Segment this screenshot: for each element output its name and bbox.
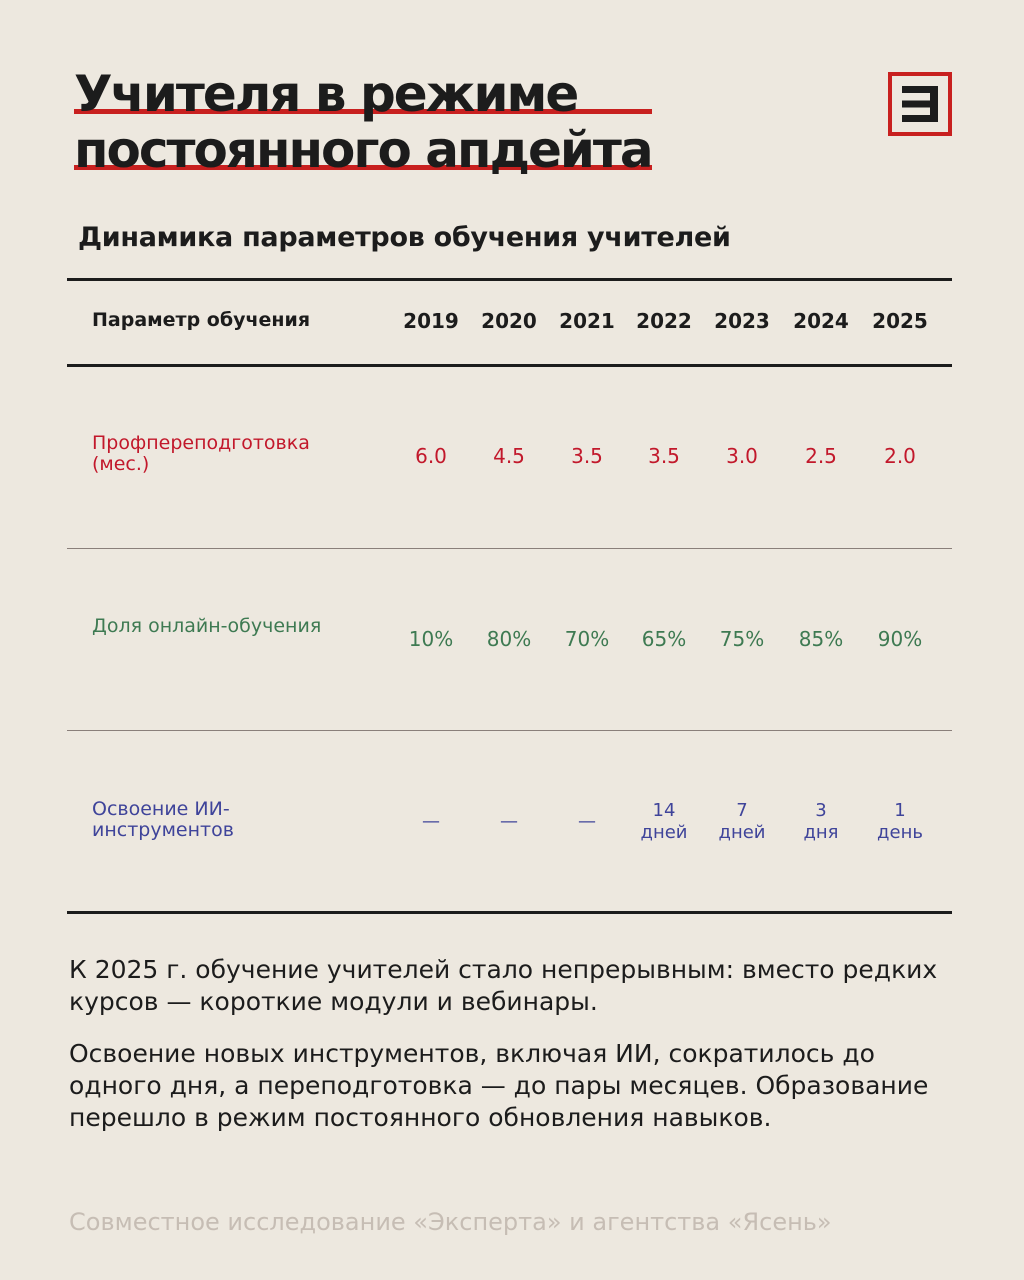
- page-title: Учителя в режиме постоянного апдейта: [74, 66, 654, 179]
- table-cell: 14 дней: [626, 800, 702, 844]
- table-cell: 7 дней: [704, 800, 780, 844]
- cell-unit: дней: [718, 822, 766, 843]
- year-column-header: 2023: [714, 309, 770, 333]
- param-column-header: Параметр обучения: [92, 309, 311, 331]
- row-label: Профпереподготовка (мес.): [92, 432, 310, 475]
- table-cell: 2.5: [805, 444, 837, 468]
- summary-paragraph: К 2025 г. обучение учителей стало непрер…: [69, 955, 938, 1016]
- table-cell: 85%: [798, 627, 844, 651]
- table-cell: 3 дня: [783, 800, 859, 844]
- table-cell: 1 день: [862, 800, 938, 844]
- cell-unit: дня: [803, 822, 839, 843]
- table-cell: 80%: [486, 627, 532, 651]
- year-column-header: 2020: [481, 309, 537, 333]
- source-footer: Совместное исследование «Эксперта» и аге…: [69, 1208, 832, 1236]
- year-column-header: 2021: [559, 309, 615, 333]
- year-column-header: 2022: [636, 309, 692, 333]
- table-cell: —: [471, 811, 547, 833]
- table-cell: 3.0: [726, 444, 758, 468]
- cell-unit: день: [877, 822, 923, 843]
- table-bottom-rule: [67, 911, 952, 914]
- cell-unit: дней: [640, 822, 688, 843]
- row-label: Освоение ИИ-инструментов: [92, 798, 234, 841]
- row-label: Доля онлайн-обучения: [92, 615, 322, 637]
- table-cell: 70%: [564, 627, 610, 651]
- year-column-header: 2019: [403, 309, 459, 333]
- table-top-rule: [67, 278, 952, 281]
- row-divider: [67, 548, 952, 549]
- table-cell: 10%: [408, 627, 454, 651]
- table-subtitle: Динамика параметров обучения учителей: [78, 222, 731, 253]
- cell-number: 14: [652, 800, 676, 821]
- table-cell: 65%: [641, 627, 687, 651]
- table-cell: 6.0: [415, 444, 447, 468]
- cell-number: —: [422, 811, 440, 832]
- cell-number: —: [578, 811, 596, 832]
- table-cell: 75%: [719, 627, 765, 651]
- header-bottom-rule: [67, 364, 952, 367]
- summary-paragraph: Освоение новых инструментов, включая ИИ,…: [69, 1039, 929, 1132]
- year-column-header: 2025: [872, 309, 928, 333]
- table-cell: 2.0: [884, 444, 916, 468]
- table-cell: —: [549, 811, 625, 833]
- row-divider: [67, 730, 952, 731]
- table-cell: —: [393, 811, 469, 833]
- cell-number: 1: [894, 800, 906, 821]
- title-line-1: Учителя в режиме: [74, 66, 652, 122]
- cell-number: —: [500, 811, 518, 832]
- table-cell: 4.5: [493, 444, 525, 468]
- letter-e-logo-icon: [902, 86, 938, 122]
- table-cell: 3.5: [571, 444, 603, 468]
- year-column-header: 2024: [793, 309, 849, 333]
- cell-number: 7: [736, 800, 748, 821]
- expert-logo: [888, 72, 952, 136]
- title-line-2: постоянного апдейта: [74, 121, 654, 179]
- cell-number: 3: [815, 800, 827, 821]
- table-cell: 90%: [877, 627, 923, 651]
- table-cell: 3.5: [648, 444, 680, 468]
